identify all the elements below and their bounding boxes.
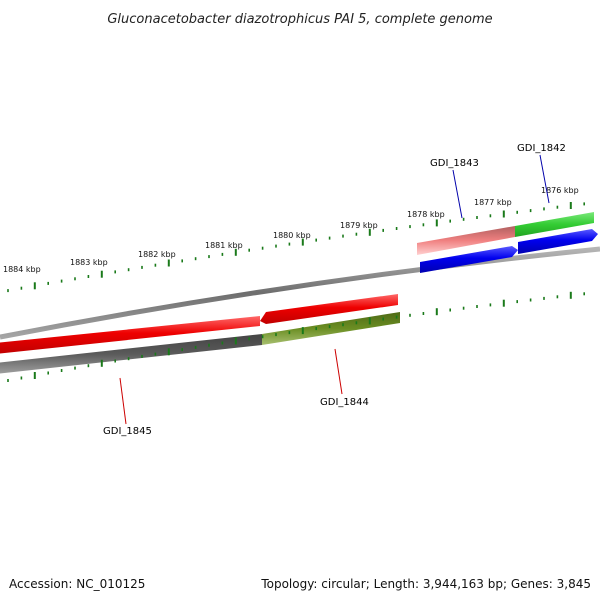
gene-arrow-gdi-1842[interactable] — [518, 229, 598, 254]
gene-labels: GDI_1842 GDI_1843 GDI_1844 GDI_1845 — [103, 143, 566, 437]
leader-line-gdi-1845 — [119, 377, 127, 425]
gene-arrow-gdi-1845[interactable] — [0, 316, 260, 354]
gene-label-leaders — [119, 154, 550, 425]
forward-strand-genes — [420, 229, 598, 273]
genes-label: Genes: — [510, 577, 553, 591]
accession-label: Accession: — [9, 577, 73, 591]
kbp-label: 1880 kbp — [273, 231, 311, 240]
gene-label-gdi-1843[interactable]: GDI_1843 — [430, 158, 479, 169]
gene-arrow-gdi-1843[interactable] — [420, 246, 518, 273]
genome-backbone — [0, 246, 600, 340]
cds-gdi-1844[interactable] — [262, 312, 400, 345]
leader-line-gdi-1843 — [452, 169, 463, 219]
map-title: Gluconacetobacter diazotrophicus PAI 5, … — [107, 12, 492, 27]
kbp-scale-upper — [7, 202, 586, 293]
kbp-label: 1879 kbp — [340, 221, 378, 230]
length-label: Length: — [373, 577, 420, 591]
gene-label-gdi-1842[interactable]: GDI_1842 — [517, 143, 566, 154]
kbp-scale-lower — [7, 291, 586, 382]
kbp-label: 1882 kbp — [138, 250, 176, 259]
kbp-label: 1881 kbp — [205, 241, 243, 250]
accession-value: NC_010125 — [76, 577, 146, 591]
leader-line-gdi-1842 — [539, 154, 550, 204]
cds-gdi-1843[interactable] — [417, 226, 515, 255]
kbp-label: 1877 kbp — [474, 198, 512, 207]
gene-arrow-gdi-1844[interactable] — [260, 294, 398, 324]
kbp-label: 1876 kbp — [541, 186, 579, 195]
kbp-label: 1883 kbp — [70, 258, 108, 267]
kbp-scale-labels: 1876 kbp 1877 kbp 1878 kbp 1879 kbp 1880… — [3, 186, 579, 274]
gene-label-gdi-1844[interactable]: GDI_1844 — [320, 397, 369, 408]
genome-summary: Topology: circular; Length: 3,944,163 bp… — [261, 577, 591, 591]
gene-label-gdi-1845[interactable]: GDI_1845 — [103, 426, 152, 437]
reverse-strand-cds — [0, 312, 400, 374]
kbp-label: 1884 kbp — [3, 265, 41, 274]
genes-value: 3,845 — [556, 577, 591, 591]
leader-line-gdi-1844 — [334, 348, 343, 395]
length-value: 3,944,163 bp — [422, 577, 503, 591]
cds-gdi-1842[interactable] — [515, 212, 594, 237]
topology-label: Topology: — [261, 577, 318, 591]
kbp-label: 1878 kbp — [407, 210, 445, 219]
forward-strand-cds — [417, 212, 594, 255]
reverse-strand-genes — [0, 294, 398, 354]
accession-info: Accession: NC_010125 — [9, 577, 145, 591]
topology-value: circular — [321, 577, 366, 591]
cds-gdi-1845[interactable] — [0, 334, 262, 374]
